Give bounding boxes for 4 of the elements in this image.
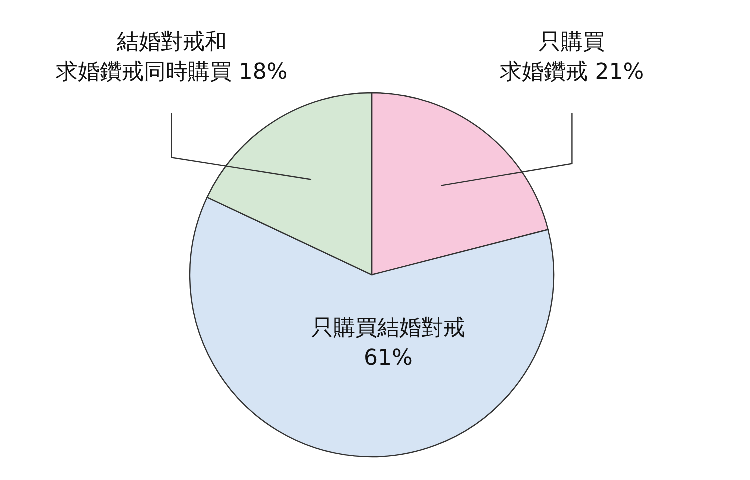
slice-label: 結婚對戒和求婚鑽戒同時購買 18%: [54, 29, 289, 87]
data-label: 61%: [364, 346, 413, 371]
slice-label: 只購買求婚鑽戒 21%: [499, 29, 646, 87]
slice-label: 只購買結婚對戒: [311, 316, 466, 341]
